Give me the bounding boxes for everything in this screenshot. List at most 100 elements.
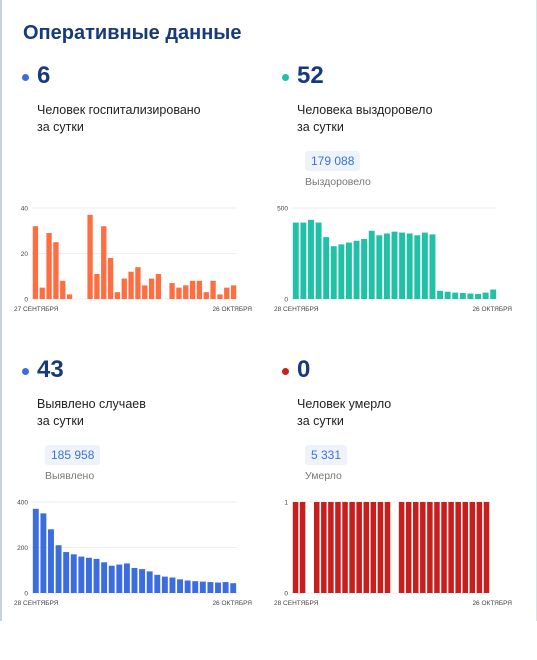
recovered-desc-line1: Человека выздоровело bbox=[297, 103, 433, 117]
recovered-chart: 0 500 28 СЕНТЯБРЯ 26 ОКТЯБРЯ bbox=[274, 206, 512, 314]
recovered-bar bbox=[323, 237, 330, 299]
recovered-bar bbox=[361, 238, 368, 299]
cases-bar bbox=[184, 580, 191, 593]
cases-bar bbox=[154, 574, 161, 593]
deaths-total: 5 331 bbox=[305, 445, 348, 465]
recovered-bar bbox=[345, 242, 352, 299]
deaths-ytick-label: 0 bbox=[284, 591, 288, 598]
deaths-bar bbox=[441, 502, 447, 593]
cases-bar bbox=[139, 569, 146, 593]
recovered-bar bbox=[406, 233, 413, 299]
cases-bar bbox=[177, 579, 184, 593]
hospitalized-x-start-label: 27 СЕНТЯБРЯ bbox=[14, 306, 59, 313]
deaths-bar bbox=[469, 502, 476, 593]
recovered-total: 179 088 bbox=[305, 151, 361, 171]
recovered-bar bbox=[467, 293, 474, 299]
hospitalized-ytick-label: 40 bbox=[21, 206, 29, 213]
cases-bar bbox=[230, 583, 237, 593]
deaths-bar bbox=[321, 502, 327, 593]
recovered-bar bbox=[452, 292, 459, 299]
deaths-bar bbox=[398, 502, 405, 593]
deaths-bar bbox=[313, 502, 320, 593]
deaths-chart: 0 1 28 СЕНТЯБРЯ 26 ОКТЯБРЯ bbox=[274, 500, 512, 608]
cases-bar bbox=[40, 513, 47, 593]
recovered-bar bbox=[292, 222, 299, 299]
deaths-bar bbox=[349, 502, 355, 593]
hospitalized-bar bbox=[94, 273, 100, 299]
hospitalized-bar bbox=[148, 278, 155, 299]
cases-desc-line2: за сутки bbox=[37, 414, 84, 428]
cases-bar bbox=[32, 508, 39, 593]
deaths-bar bbox=[377, 502, 384, 593]
hospitalized-bar bbox=[224, 287, 230, 299]
cases-dot bbox=[22, 368, 29, 375]
page-title: Оперативные данные bbox=[23, 22, 242, 44]
deaths-bar bbox=[462, 502, 469, 593]
recovered-panel: 52 Человека выздоровело за сутки 179 088… bbox=[274, 62, 530, 366]
deaths-bar bbox=[335, 502, 341, 593]
recovered-bar bbox=[376, 235, 383, 299]
recovered-bar bbox=[368, 230, 375, 299]
hospitalized-desc-line2: за сутки bbox=[37, 120, 84, 134]
hospitalized-description: Человек госпитализировано за сутки bbox=[37, 102, 257, 136]
hospitalized-bar bbox=[155, 273, 162, 299]
recovered-bar bbox=[330, 246, 337, 299]
recovered-ytick-label: 500 bbox=[277, 206, 288, 213]
deaths-bar bbox=[328, 502, 334, 593]
hospitalized-bar bbox=[217, 294, 223, 299]
recovered-dot bbox=[282, 74, 289, 81]
deaths-bar bbox=[420, 502, 426, 593]
cases-bar bbox=[116, 564, 123, 593]
recovered-bar bbox=[437, 290, 444, 299]
deaths-bar bbox=[455, 502, 461, 593]
cases-ytick-label: 0 bbox=[24, 591, 28, 598]
deaths-bar bbox=[299, 502, 306, 593]
cases-total: 185 958 bbox=[45, 445, 101, 465]
hospitalized-bar bbox=[230, 285, 237, 299]
recovered-bar bbox=[338, 244, 345, 299]
hospitalized-bar bbox=[87, 214, 93, 299]
hospitalized-bar bbox=[189, 280, 196, 299]
hospitalized-dot bbox=[22, 74, 29, 81]
recovered-bar bbox=[475, 293, 481, 299]
hospitalized-ytick-label: 20 bbox=[21, 251, 29, 258]
cases-desc-line1: Выявлено случаев bbox=[37, 397, 146, 411]
hospitalized-chart: 0 20 40 27 СЕНТЯБРЯ 26 ОКТЯБРЯ bbox=[14, 206, 252, 314]
hospitalized-bar bbox=[176, 287, 182, 299]
deaths-bar bbox=[448, 502, 454, 593]
recovered-bar bbox=[414, 235, 421, 299]
hospitalized-bar bbox=[210, 280, 216, 299]
hospitalized-bar bbox=[203, 292, 209, 299]
deaths-ytick-label: 1 bbox=[284, 500, 288, 507]
recovered-desc-line2: за сутки bbox=[297, 120, 344, 134]
cases-description: Выявлено случаев за сутки bbox=[37, 396, 257, 430]
deaths-bar bbox=[405, 502, 412, 593]
cases-bar bbox=[63, 552, 70, 593]
deaths-x-start-label: 28 СЕНТЯБРЯ bbox=[274, 600, 319, 607]
deaths-description: Человек умерло за сутки bbox=[297, 396, 517, 430]
cases-bar bbox=[192, 581, 199, 593]
cases-bar bbox=[48, 529, 54, 593]
hospitalized-count: 6 bbox=[37, 62, 51, 89]
deaths-bar bbox=[363, 502, 370, 593]
recovered-bar bbox=[399, 232, 406, 299]
cases-bar bbox=[207, 582, 214, 593]
hospitalized-bar bbox=[114, 292, 121, 299]
cases-bar bbox=[146, 571, 153, 593]
recovered-bar bbox=[383, 233, 390, 299]
cases-total-label: Выявлено bbox=[45, 470, 95, 482]
cases-bar bbox=[222, 582, 229, 593]
cases-bar bbox=[101, 562, 108, 593]
deaths-bar bbox=[476, 502, 483, 593]
deaths-count: 0 bbox=[297, 356, 311, 383]
cases-bar bbox=[161, 576, 168, 593]
cases-x-end-label: 26 ОКТЯБРЯ bbox=[212, 600, 252, 607]
deaths-bar bbox=[434, 502, 440, 593]
hospitalized-bar bbox=[183, 285, 189, 299]
hospitalized-desc-line1: Человек госпитализировано bbox=[37, 103, 201, 117]
recovered-bar bbox=[459, 292, 466, 299]
deaths-bar bbox=[356, 502, 362, 593]
recovered-bar bbox=[315, 222, 322, 299]
recovered-bar bbox=[421, 232, 428, 299]
deaths-bar bbox=[292, 502, 299, 593]
